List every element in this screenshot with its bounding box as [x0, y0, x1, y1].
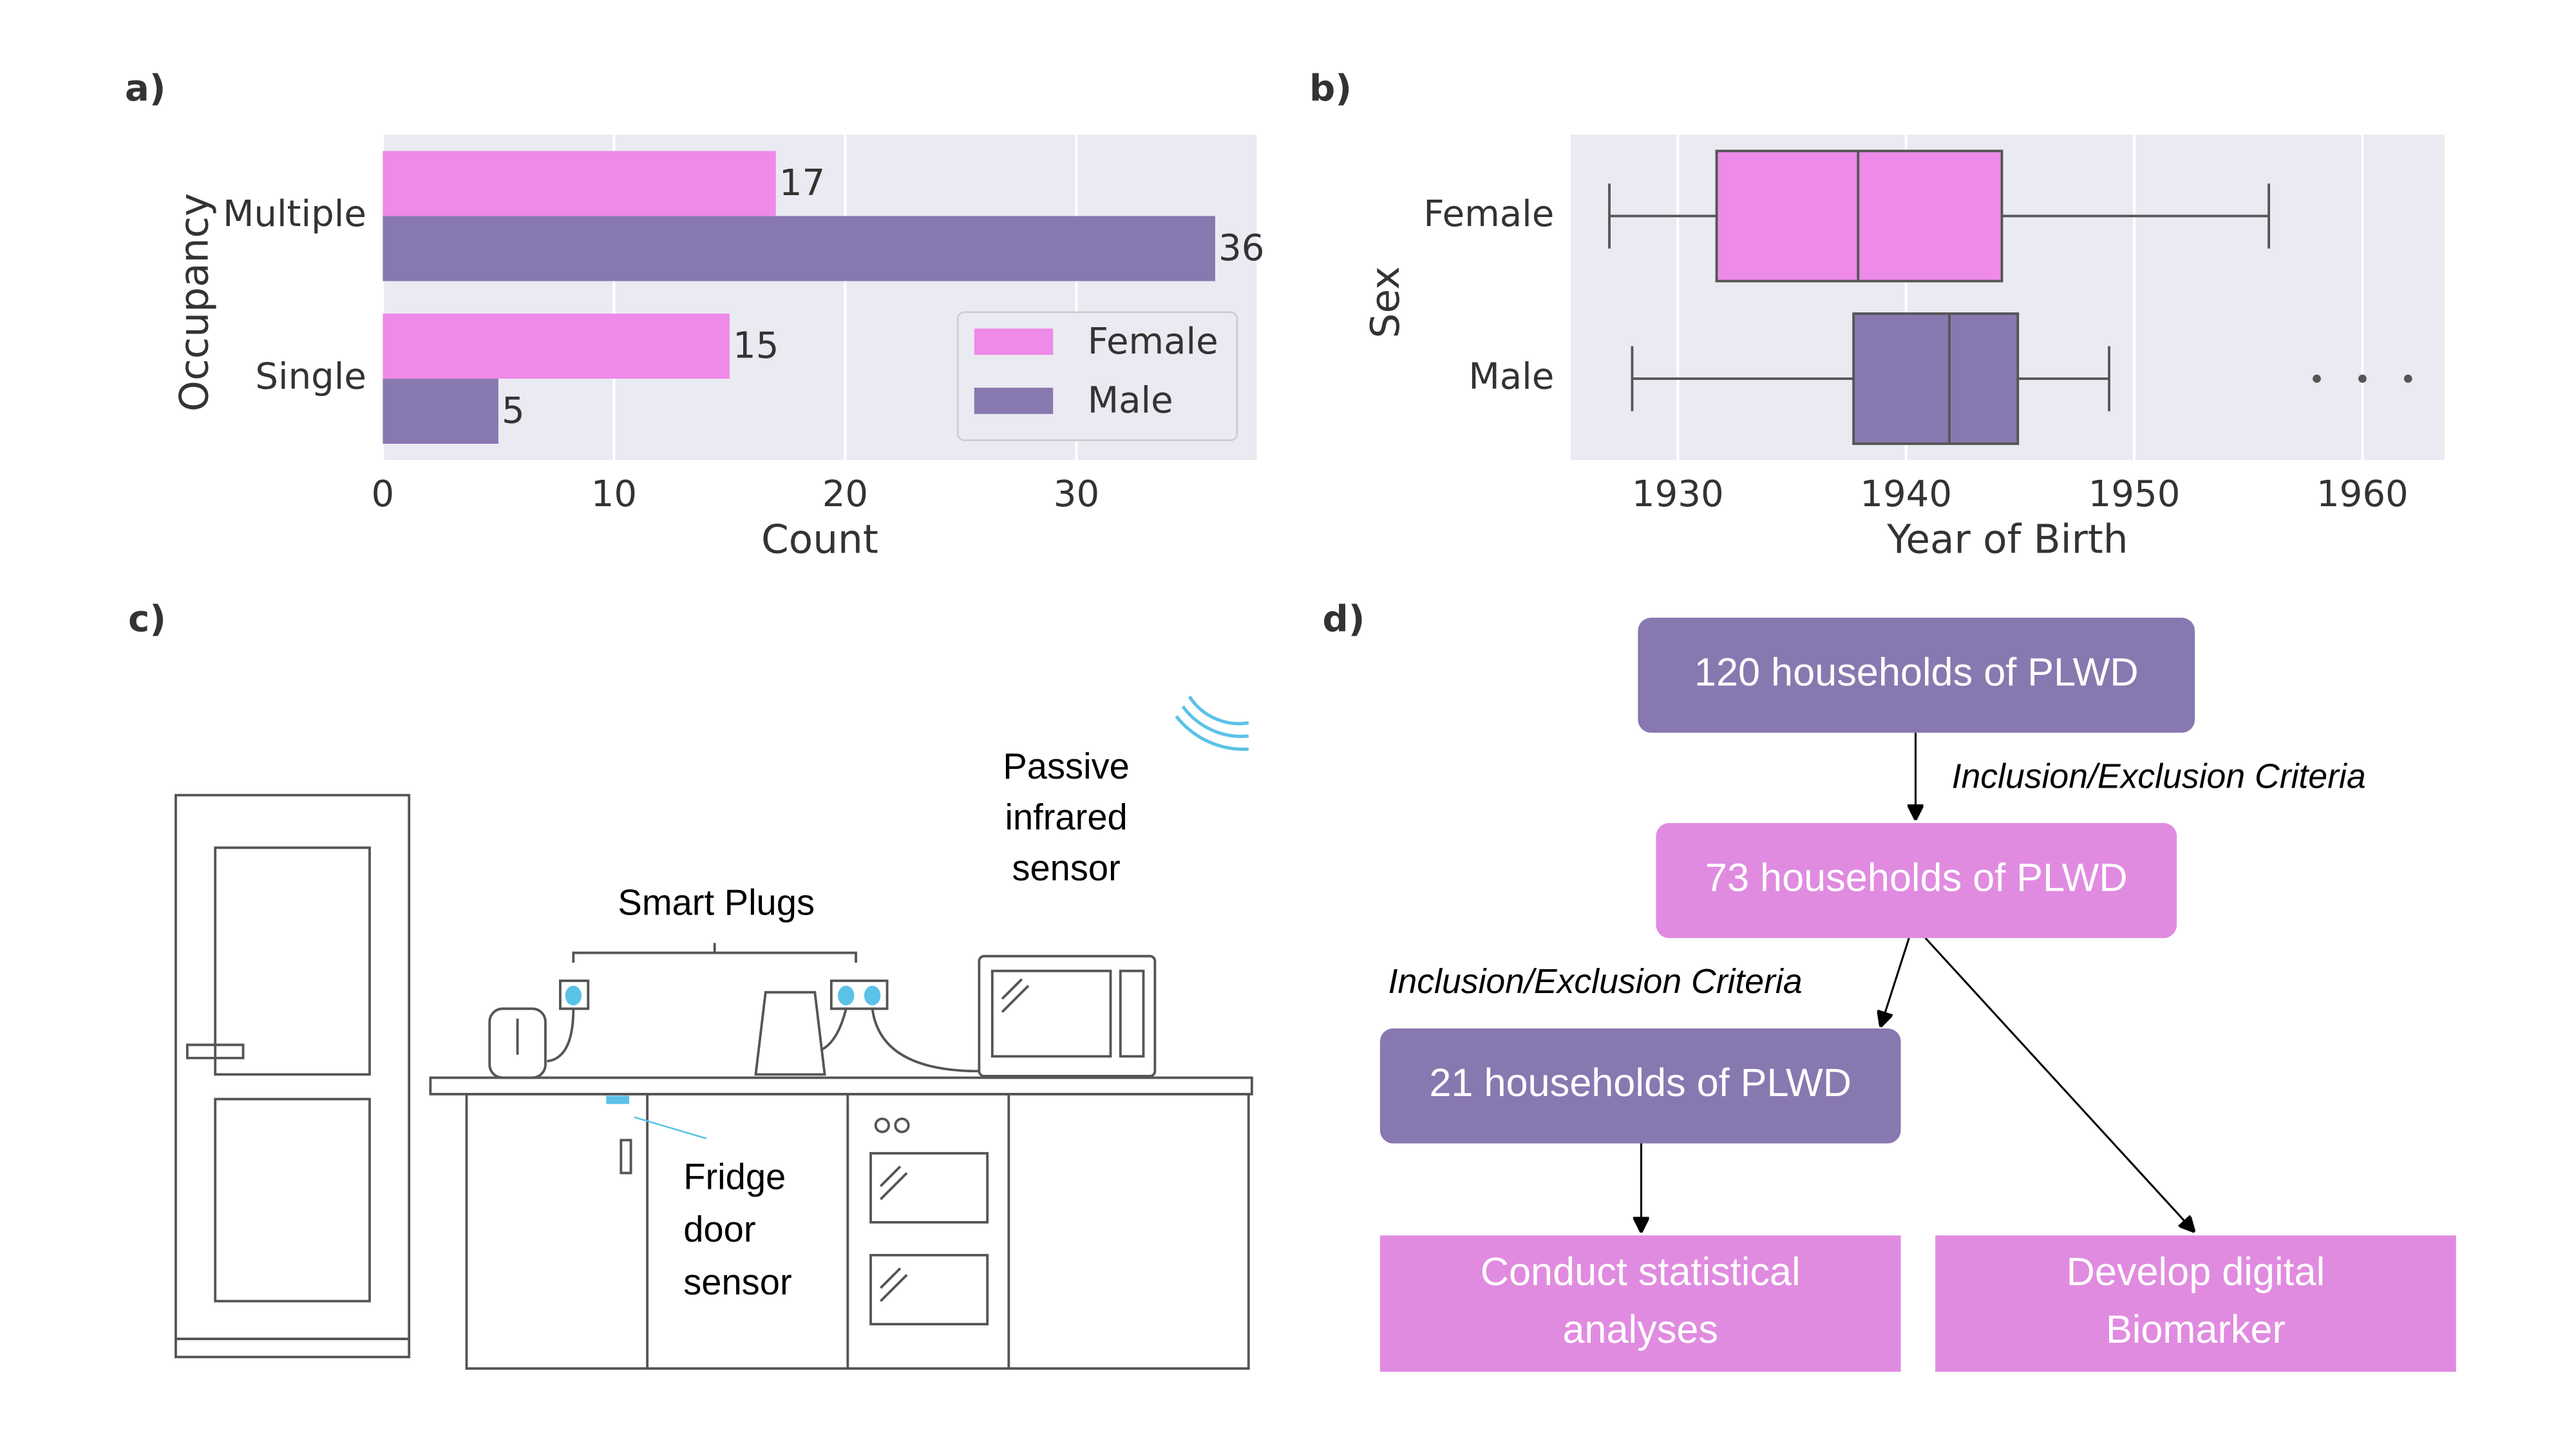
label-line: 21 households of PLWD — [1429, 1061, 1852, 1104]
edge-label: Inclusion/Exclusion Criteria — [1388, 963, 1803, 1001]
flow-node — [1935, 1235, 2456, 1372]
bar — [383, 151, 776, 216]
value-label: 15 — [733, 325, 779, 367]
x-tick-label: 1940 — [1860, 473, 1952, 515]
y-tick-label: Male — [1468, 356, 1554, 398]
panel-label: d) — [1323, 598, 1365, 640]
y-tick-label: Multiple — [223, 193, 366, 235]
flow-node — [1638, 618, 2195, 733]
legend-label: Female — [1088, 321, 1218, 363]
y-axis-label: Sex — [1363, 267, 1408, 339]
label-line: Passive — [1003, 746, 1129, 786]
x-axis-label: Count — [761, 516, 878, 562]
legend-swatch — [974, 388, 1054, 414]
x-axis-label: Year of Birth — [1886, 516, 2128, 562]
panel-label: a) — [125, 68, 166, 109]
illustration-label: Smart Plugs — [618, 882, 815, 922]
flier — [2358, 374, 2367, 383]
label-line: infrared — [1005, 797, 1127, 837]
label-line: 73 households of PLWD — [1705, 856, 2128, 900]
bar — [383, 216, 1215, 281]
x-tick-label: 1930 — [1632, 473, 1724, 515]
bar — [383, 313, 730, 379]
x-tick-label: 10 — [591, 473, 637, 515]
edge-label: Inclusion/Exclusion Criteria — [1952, 757, 2366, 795]
label-line: 120 households of PLWD — [1694, 650, 2139, 694]
label-line: Develop digital — [2067, 1250, 2325, 1294]
y-tick-label: Single — [255, 356, 366, 398]
label-line: Conduct statistical — [1481, 1250, 1801, 1294]
flier — [2403, 374, 2412, 383]
flow-node-label: 120 households of PLWD — [1694, 650, 2139, 694]
x-tick-label: 20 — [822, 473, 868, 515]
label-line: Biomarker — [2106, 1307, 2286, 1351]
illustration-label: Fridge door sensor — [683, 1156, 791, 1302]
flow-node-label: Conduct statistical analyses — [1481, 1250, 1801, 1351]
flier — [2313, 374, 2321, 383]
flowchart-arrows — [1641, 732, 2193, 1231]
x-tick-label: 1950 — [2088, 473, 2181, 515]
illustration-label: Passive infrared sensor — [1003, 746, 1129, 888]
label-line: Smart Plugs — [618, 882, 815, 922]
label-line: sensor — [1012, 848, 1120, 888]
panel-label: c) — [128, 598, 166, 640]
legend-swatch — [974, 328, 1054, 355]
flow-node-label: 21 households of PLWD — [1429, 1061, 1852, 1104]
value-label: 36 — [1218, 227, 1264, 269]
flow-node — [1656, 823, 2177, 938]
label-line: door — [683, 1209, 755, 1249]
y-axis-label: Occupancy — [172, 193, 218, 412]
x-tick-label: 0 — [372, 473, 395, 515]
x-tick-label: 30 — [1054, 473, 1099, 515]
value-label: 17 — [779, 162, 825, 204]
flow-node — [1379, 1235, 1901, 1372]
label-line: sensor — [683, 1262, 791, 1302]
flow-node-label: 73 households of PLWD — [1705, 856, 2128, 900]
legend-label: Male — [1088, 380, 1173, 422]
flow-node — [1379, 1028, 1901, 1144]
x-tick-label: 1960 — [2316, 473, 2409, 515]
flow-node-label: Develop digital Biomarker — [2067, 1250, 2325, 1351]
y-tick-label: Female — [1423, 193, 1554, 235]
label-line: Fridge — [683, 1156, 786, 1197]
bar — [383, 379, 498, 444]
label-line: analyses — [1562, 1307, 1718, 1351]
kitchen-illustration — [175, 696, 1253, 1370]
value-label: 5 — [502, 390, 525, 432]
box — [1852, 312, 2020, 445]
panel-label: b) — [1309, 68, 1352, 109]
